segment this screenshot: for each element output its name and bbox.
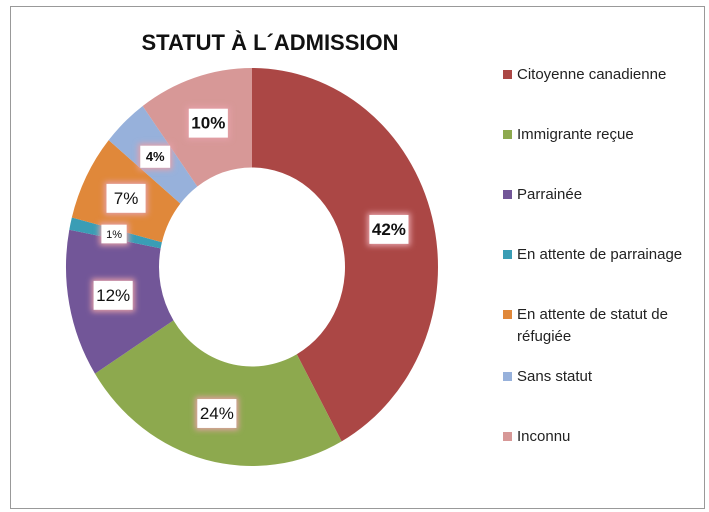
legend-item: Inconnu [503,426,703,448]
legend-swatch [503,250,512,259]
data-label: 7% [114,189,139,208]
legend-swatch [503,190,512,199]
donut-slice [252,68,438,442]
legend-label: Parrainée [517,186,583,203]
legend-item: Parrainée [503,184,703,206]
donut-slice [94,320,342,466]
legend-item: Immigrante reçue [503,124,703,146]
legend-item: En attente de parrainage [503,244,703,266]
data-label: 1% [106,229,122,241]
label-box [93,280,133,310]
legend-swatch [503,130,512,139]
label-box [140,145,171,168]
legend-swatch [503,432,512,441]
data-label: 10% [191,114,225,133]
legend-label: En attente de parrainage [517,246,683,263]
data-label: 4% [146,149,165,164]
label-box [188,108,228,138]
data-label: 42% [372,220,406,239]
legend-label: Immigrante reçue [517,126,634,143]
legend-label: En attente de statut de réfugiée [517,306,668,345]
legend-item: En attente de statut de réfugiée [503,304,703,348]
legend-label: Citoyenne canadienne [517,66,667,83]
legend-label: Sans statut [517,368,593,385]
legend-swatch [503,70,512,79]
legend-swatch [503,372,512,381]
legend-label: Inconnu [517,428,571,445]
legend-item: Sans statut [503,366,703,388]
legend-swatch [503,310,512,319]
label-box [106,183,146,213]
chart-title: STATUT À L´ADMISSION [141,30,398,55]
data-label: 12% [96,286,130,305]
data-label: 24% [200,404,234,423]
label-box [369,214,409,244]
label-box [197,399,237,428]
label-box [101,224,127,244]
legend-item: Citoyenne canadienne [503,64,703,86]
